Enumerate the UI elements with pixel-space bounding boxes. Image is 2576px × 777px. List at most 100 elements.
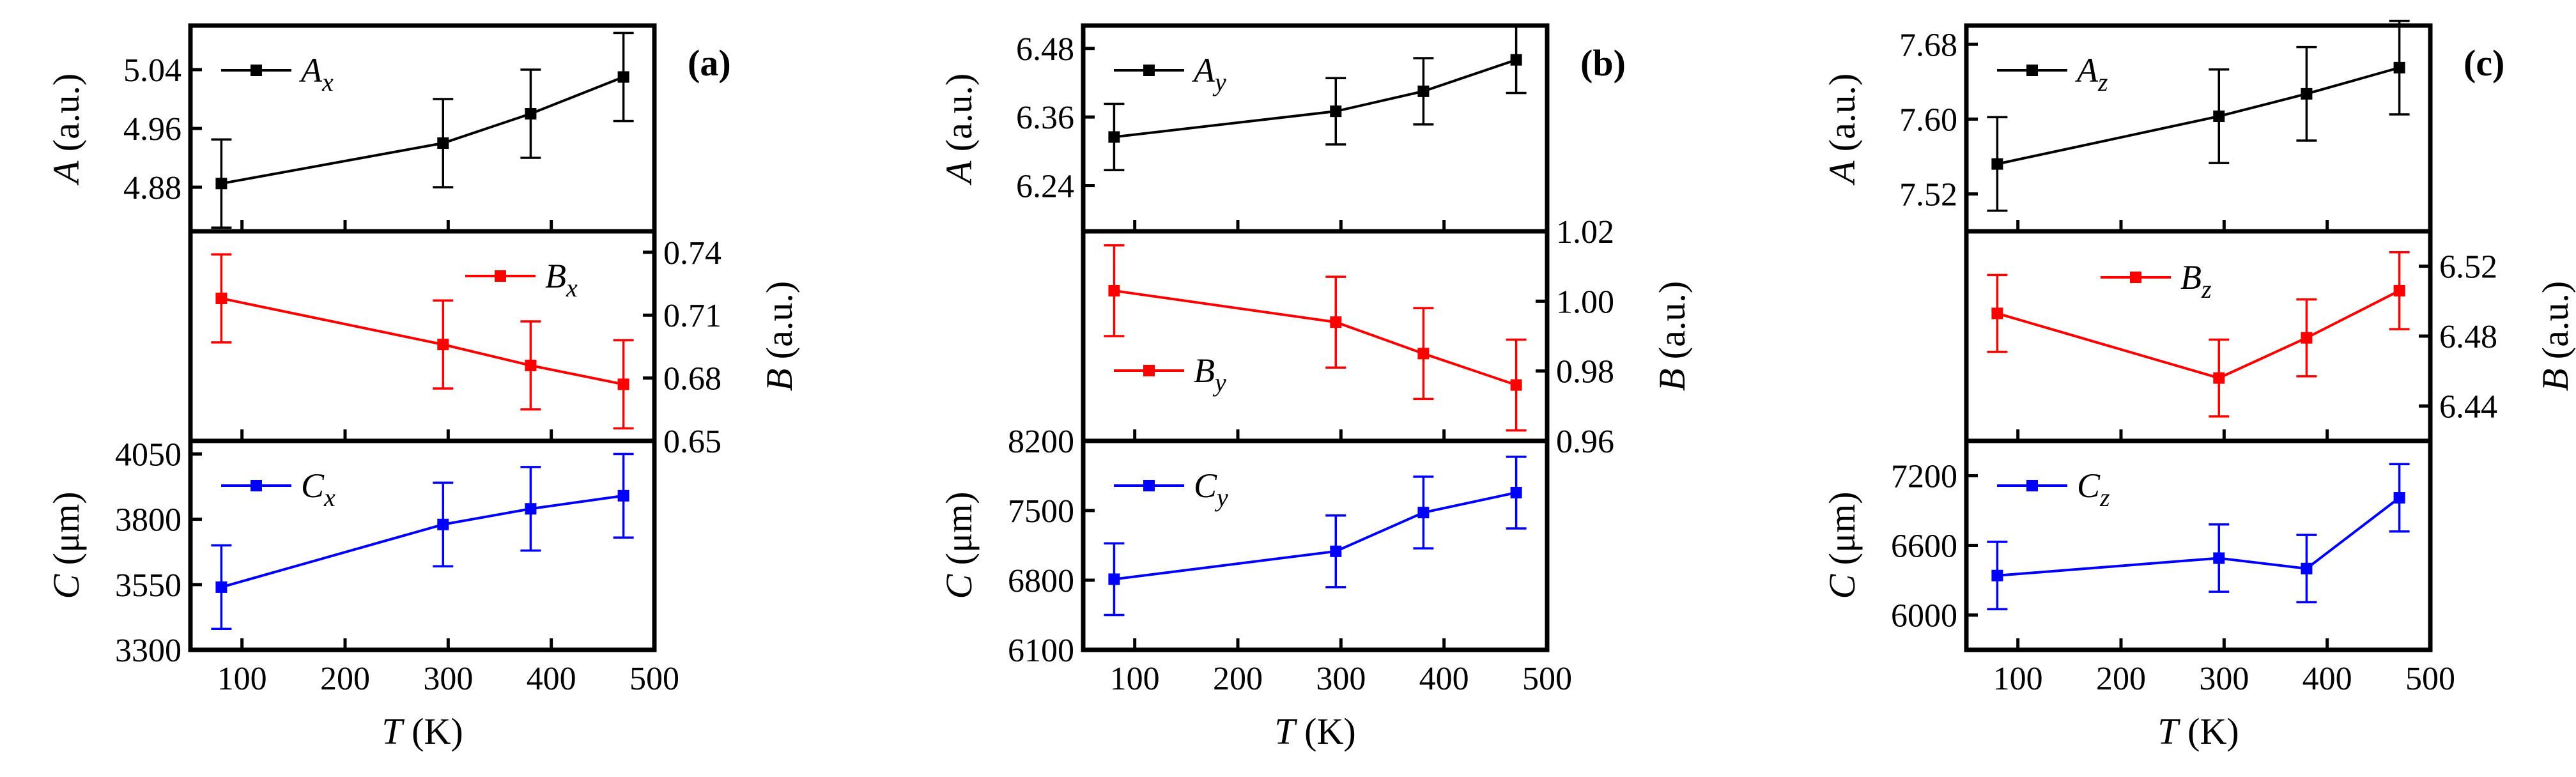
data-point [1108, 131, 1120, 143]
data-point [2213, 552, 2225, 564]
data-point [1991, 307, 2003, 319]
data-point [2213, 110, 2225, 122]
x-tick-label: 500 [2405, 661, 2455, 697]
y-tick-label: 6000 [1891, 598, 1957, 635]
y-tick-label: 5.04 [123, 52, 181, 89]
y-tick-label: 7200 [1891, 459, 1957, 495]
x-tick-label: 300 [1316, 661, 1366, 697]
legend-label: Ay [1192, 51, 1226, 96]
data-point [1417, 85, 1430, 97]
series-line [1114, 491, 1517, 581]
legend-label: Bz [2180, 258, 2212, 304]
data-point [1510, 486, 1522, 498]
x-tick-label: 500 [1522, 661, 1572, 697]
data-point [2301, 88, 2313, 100]
x-tick-label: 200 [1213, 661, 1263, 697]
legend: Bz [2101, 258, 2212, 304]
legend-label: Bx [545, 257, 578, 302]
subplot-a: 7.52 7.60 7.68 A (a.u.) Az [1821, 19, 2433, 234]
x-tick-label: 100 [1110, 661, 1160, 697]
legend-marker [2130, 272, 2141, 283]
y-tick-label: 0.71 [663, 298, 721, 334]
legend-marker [1143, 65, 1155, 76]
y-tick-label: 8200 [1008, 424, 1074, 460]
data-point [1510, 379, 1522, 391]
legend-marker [1143, 365, 1155, 376]
x-tick-label: 300 [2199, 661, 2249, 697]
series-line [220, 297, 624, 386]
panel-label: (a) [688, 42, 731, 84]
y-tick-label: 3550 [115, 567, 181, 604]
panel-c: 7.52 7.60 7.68 A (a.u.) Az 6.44 6.48 6.52 B (a.u… [1821, 19, 2576, 752]
legend-marker [251, 480, 262, 491]
panel-b: 6.24 6.36 6.48 A (a.u.) Ay 0.96 0.98 1.00 1.02 B … [938, 23, 1693, 752]
data-point [1330, 545, 1342, 557]
y-axis-label: B (a.u.) [759, 281, 800, 391]
series-line [220, 494, 624, 589]
x-axis-label: T (K) [1274, 711, 1355, 752]
y-tick-label: 0.74 [663, 235, 721, 272]
data-point [1991, 158, 2003, 170]
data-point [1330, 105, 1342, 118]
data-point [1991, 569, 2003, 581]
data-point [617, 378, 629, 390]
legend-marker [495, 270, 506, 282]
data-point [2393, 61, 2405, 73]
data-point [437, 339, 449, 351]
subplot-b: 0.96 0.98 1.00 1.02 B (a.u.) By [1081, 214, 1693, 460]
y-axis-label: C (μm) [1821, 491, 1863, 599]
legend-label: By [1194, 351, 1226, 397]
data-point [1510, 54, 1522, 66]
y-tick-label: 4.96 [123, 111, 181, 148]
data-point [1330, 316, 1342, 328]
data-point [437, 137, 449, 149]
y-axis-label: A (a.u.) [1821, 73, 1863, 186]
legend-label: Cy [1194, 466, 1228, 512]
y-tick-label: 6800 [1008, 563, 1074, 599]
y-tick-label: 0.68 [663, 361, 721, 397]
x-tick-label: 400 [1419, 661, 1469, 697]
data-point [2393, 284, 2405, 296]
x-axis-label: T (K) [2157, 711, 2239, 752]
x-tick-label: 100 [1993, 661, 2043, 697]
y-tick-label: 3300 [115, 633, 181, 669]
legend: Az [1997, 51, 2108, 96]
subplot-c: 6100 6800 7500 8200 C (μm) Cy [938, 424, 1550, 669]
y-axis-label: C (μm) [45, 491, 87, 599]
data-point [525, 503, 537, 515]
y-tick-label: 6.24 [1016, 168, 1074, 204]
y-tick-label: 6.36 [1016, 100, 1074, 136]
series-line [1114, 58, 1517, 139]
data-point [1108, 284, 1120, 296]
x-tick-label: 500 [629, 661, 679, 697]
data-point [525, 359, 537, 371]
series-line [221, 75, 624, 185]
legend-marker [1143, 480, 1155, 491]
panel-a: 4.88 4.96 5.04 A (a.u.) Ax 0.65 0.68 0.71 0.74 B … [45, 23, 800, 752]
data-point [617, 71, 629, 83]
panel-label: (b) [1580, 42, 1626, 84]
data-point [2301, 562, 2313, 574]
legend-marker [251, 65, 262, 76]
x-tick-label: 200 [2096, 661, 2146, 697]
series-line [1997, 496, 2400, 577]
y-tick-label: 0.96 [1556, 424, 1614, 460]
legend-label: Az [2075, 51, 2108, 96]
data-point [437, 518, 449, 530]
legend: Bx [465, 257, 578, 302]
data-point [1417, 348, 1430, 360]
y-tick-label: 3800 [115, 502, 181, 539]
y-tick-label: 0.65 [663, 424, 721, 460]
x-tick-label: 300 [423, 661, 473, 697]
legend-marker [2026, 480, 2038, 491]
x-tick-label: 400 [527, 661, 576, 697]
x-tick-label: 200 [320, 661, 370, 697]
x-axis-label: T (K) [382, 711, 463, 752]
series-line [1996, 66, 2400, 165]
x-tick-label: 400 [2302, 661, 2352, 697]
data-point [2393, 492, 2405, 504]
y-tick-label: 6.52 [2439, 249, 2497, 286]
subplot-c: 6000 6600 7200 C (μm) Cz [1821, 438, 2433, 652]
y-tick-label: 7.52 [1899, 176, 1957, 213]
